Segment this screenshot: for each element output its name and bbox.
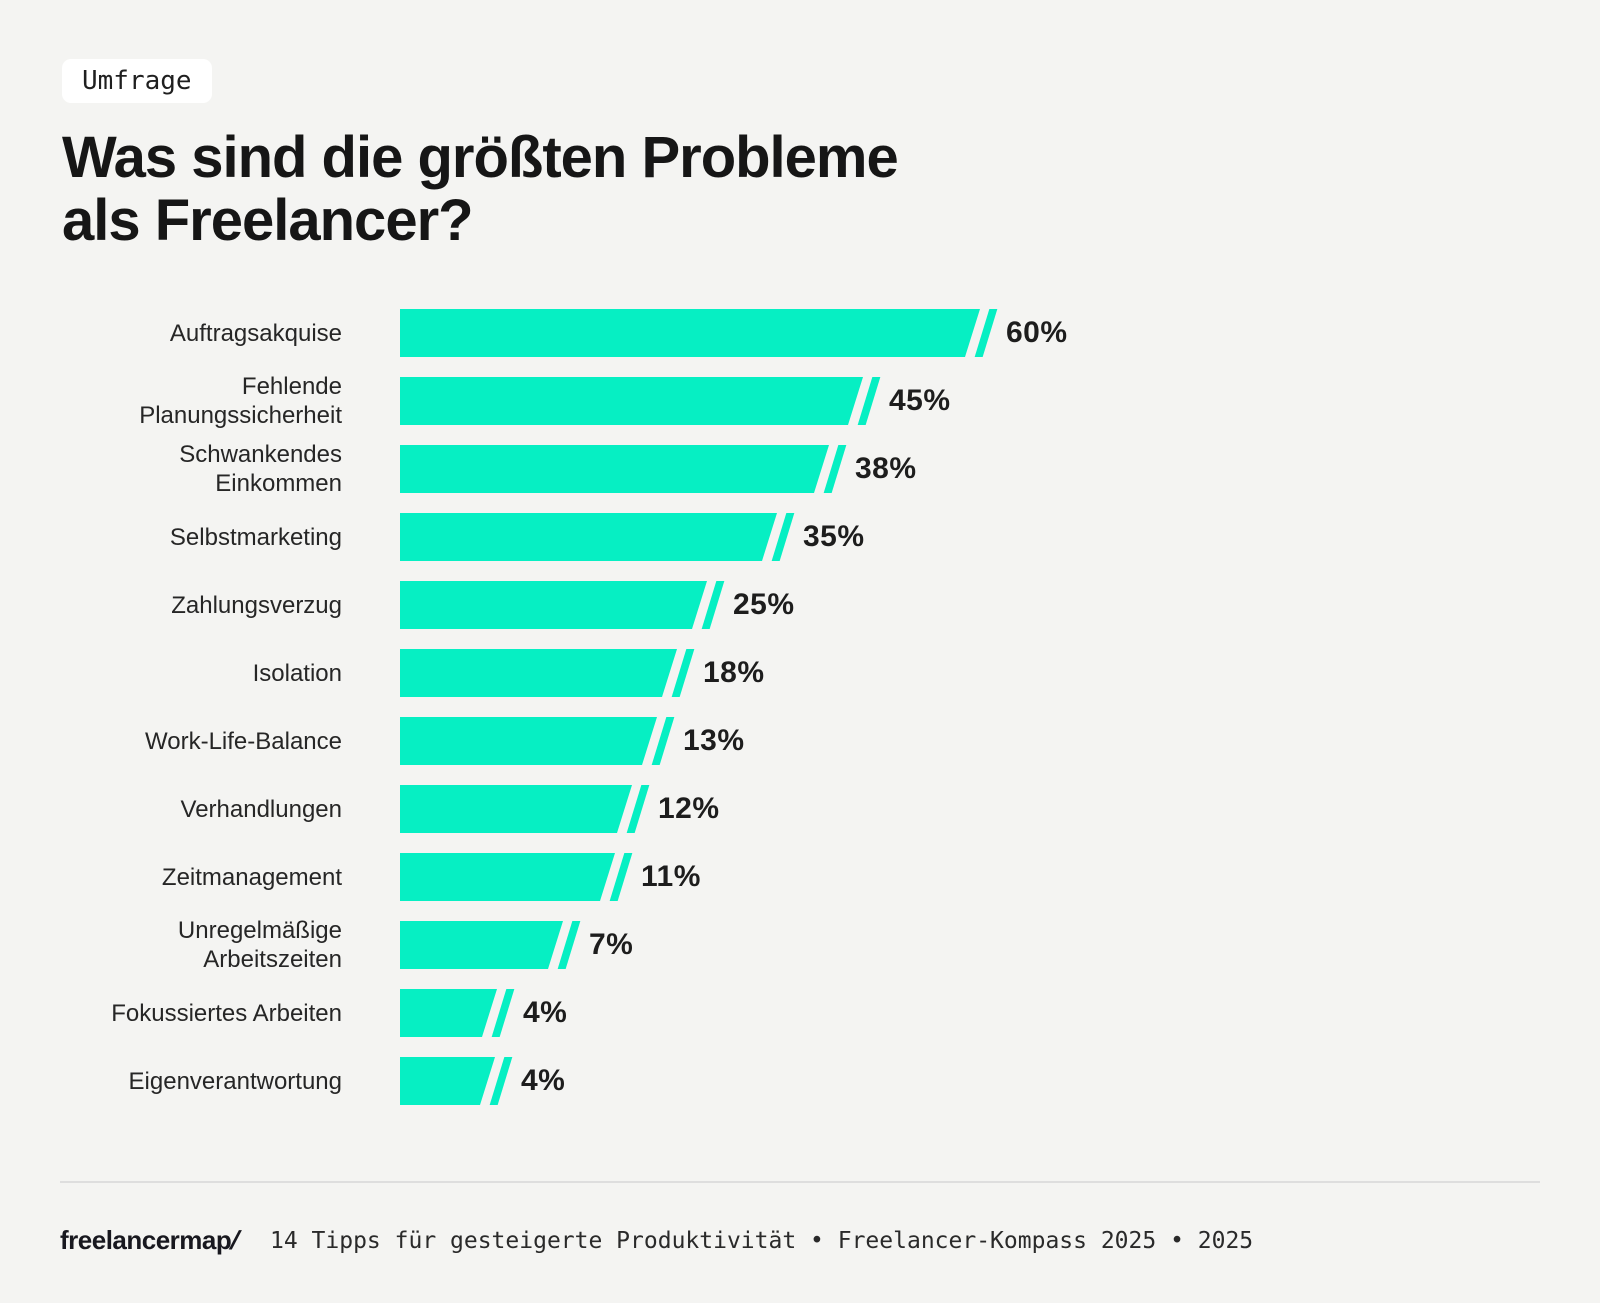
- bar-value: 18%: [703, 656, 765, 689]
- bar-label: Verhandlungen: [180, 795, 342, 823]
- bar-label: Zahlungsverzug: [171, 591, 342, 619]
- bar-label: Isolation: [252, 659, 342, 687]
- bar-value: 4%: [523, 996, 568, 1029]
- chart-row: Work-Life-Balance 13%: [62, 707, 1540, 775]
- bar-group: 60%: [400, 309, 1068, 357]
- bar: [400, 309, 980, 357]
- bar-slash-icon: [626, 785, 650, 833]
- chart-row: Zeitmanagement 11%: [62, 843, 1540, 911]
- bar-slash-icon: [701, 581, 725, 629]
- chart-row: Fehlende Planungssicherheit 45%: [62, 367, 1540, 435]
- footer-divider: [60, 1181, 1540, 1183]
- chart-row: Zahlungsverzug 25%: [62, 571, 1540, 639]
- bar: [400, 1057, 495, 1105]
- bar-value: 7%: [589, 928, 634, 961]
- bar-label: Unregelmäßige Arbeitszeiten: [177, 917, 342, 973]
- bar-label: Fehlende Planungssicherheit: [139, 373, 342, 429]
- bar: [400, 581, 707, 629]
- chart-row: Fokussiertes Arbeiten 4%: [62, 979, 1540, 1047]
- bar-label: Zeitmanagement: [161, 863, 342, 891]
- bar-label: Auftragsakquise: [169, 319, 342, 347]
- bar-group: 11%: [400, 853, 701, 901]
- bar-group: 12%: [400, 785, 720, 833]
- chart-row: Verhandlungen 12%: [62, 775, 1540, 843]
- chart-row: Schwankendes Einkommen 38%: [62, 435, 1540, 503]
- bar-slash-icon: [771, 513, 795, 561]
- bar-value: 11%: [641, 860, 701, 893]
- bar-value: 13%: [683, 724, 745, 757]
- bar-group: 13%: [400, 717, 745, 765]
- bar-chart: Auftragsakquise 60% Fehlende Planungssicher…: [62, 299, 1540, 1115]
- chart-row: Eigenverantwortung 4%: [62, 1047, 1540, 1115]
- chart-row: Selbstmarketing 35%: [62, 503, 1540, 571]
- bar-group: 38%: [400, 445, 917, 493]
- bar-slash-icon: [651, 717, 675, 765]
- bar-label: Selbstmarketing: [169, 523, 342, 551]
- bar-group: 18%: [400, 649, 765, 697]
- bar-value: 60%: [1006, 316, 1068, 349]
- chart-row: Unregelmäßige Arbeitszeiten 7%: [62, 911, 1540, 979]
- bar-value: 25%: [733, 588, 795, 621]
- footer-content: freelancermap/ 14 Tipps für gesteigerte …: [60, 1225, 1540, 1256]
- bar-value: 35%: [803, 520, 865, 553]
- bar: [400, 377, 863, 425]
- bar-value: 4%: [521, 1064, 566, 1097]
- footer: freelancermap/ 14 Tipps für gesteigerte …: [60, 1181, 1540, 1256]
- bar-value: 12%: [658, 792, 720, 825]
- bar-group: 25%: [400, 581, 795, 629]
- chart-row: Isolation 18%: [62, 639, 1540, 707]
- freelancermap-logo: freelancermap/: [60, 1225, 240, 1256]
- bar: [400, 445, 829, 493]
- bar: [400, 717, 657, 765]
- umfrage-badge: Umfrage: [62, 59, 212, 103]
- title-line-1: Was sind die größten Probleme: [62, 125, 899, 190]
- bar-group: 35%: [400, 513, 865, 561]
- bar: [400, 921, 563, 969]
- bar-label: Schwankendes Einkommen: [179, 441, 342, 497]
- bar-group: 7%: [400, 921, 633, 969]
- bar-group: 4%: [400, 989, 567, 1037]
- bar-slash-icon: [823, 445, 847, 493]
- bar-label: Work-Life-Balance: [145, 727, 342, 755]
- bar-slash-icon: [609, 853, 633, 901]
- bar-slash-icon: [489, 1057, 513, 1105]
- logo-text: freelancermap: [60, 1225, 232, 1255]
- bar-value: 45%: [889, 384, 951, 417]
- bar: [400, 853, 615, 901]
- bar: [400, 989, 497, 1037]
- bar-slash-icon: [671, 649, 695, 697]
- bar-label: Fokussiertes Arbeiten: [111, 999, 342, 1027]
- bar: [400, 649, 677, 697]
- bar-group: 45%: [400, 377, 951, 425]
- bar-group: 4%: [400, 1057, 565, 1105]
- bar-value: 38%: [855, 452, 917, 485]
- bar-slash-icon: [491, 989, 515, 1037]
- bar-slash-icon: [557, 921, 581, 969]
- bar-label: Eigenverantwortung: [128, 1067, 342, 1095]
- bar-slash-icon: [857, 377, 881, 425]
- bar: [400, 513, 777, 561]
- footer-source-text: 14 Tipps für gesteigerte Produktivität •…: [270, 1227, 1254, 1254]
- chart-row: Auftragsakquise 60%: [62, 299, 1540, 367]
- page-title: Was sind die größten Probleme als Freela…: [62, 126, 1540, 252]
- title-line-2: als Freelancer?: [62, 188, 474, 253]
- bar: [400, 785, 632, 833]
- bar-slash-icon: [974, 309, 998, 357]
